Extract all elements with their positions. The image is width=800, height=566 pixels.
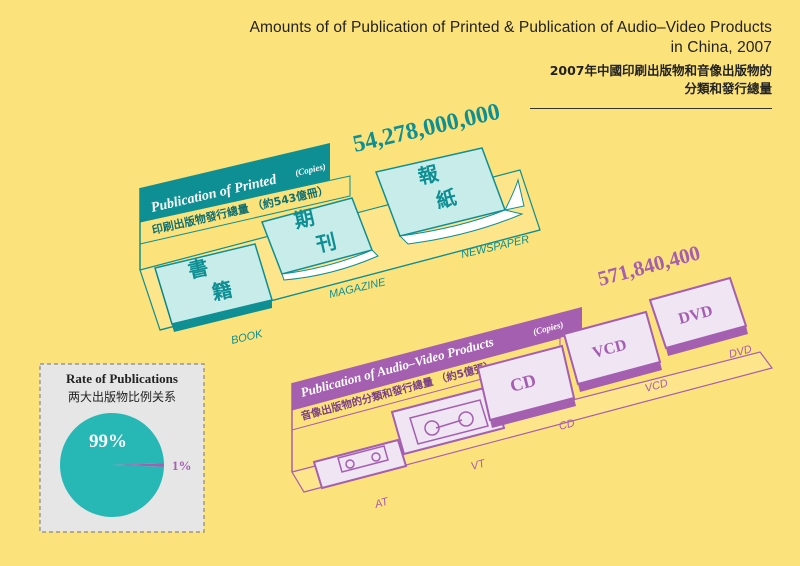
cd-label: CD xyxy=(558,417,577,433)
title-block: Amounts of of Publication of Printed & P… xyxy=(250,18,772,98)
audio-video-banner xyxy=(292,307,582,410)
magazine-icon: 期 刊 xyxy=(261,197,379,281)
printed-banner xyxy=(140,143,330,222)
title-zh-line-1: 2007年中國印刷出版物和音像出版物的 xyxy=(549,63,772,78)
cd-case-icon: CD xyxy=(476,344,576,428)
title-divider xyxy=(530,108,772,109)
title-en-line-1: Amounts of of Publication of Printed & P… xyxy=(249,19,772,36)
pie-label-printed: 99% xyxy=(89,431,127,452)
pie-chart: 99% 1% xyxy=(60,413,192,518)
pie-slice-printed xyxy=(60,413,164,518)
rate-box-title: Rate of Publications xyxy=(66,371,178,386)
title-en-line-2: in China, 2007 xyxy=(670,39,772,56)
printed-section: Publication of Printed (Copies) 印刷出版物發行總… xyxy=(139,99,541,347)
audio-video-shelf xyxy=(291,351,774,493)
cassette-icon xyxy=(312,438,408,490)
dvd-label: DVD xyxy=(728,343,754,361)
rate-box-subtitle: 两大出版物比例关系 xyxy=(68,390,176,404)
audio-video-total: 571,840,400 xyxy=(595,240,703,290)
vcd-case-icon: VCD xyxy=(562,310,662,392)
rate-box: Rate of Publications 两大出版物比例关系 99% 1% xyxy=(39,363,205,533)
audio-video-section: Publication of Audio–Video Products (Cop… xyxy=(291,240,774,512)
newspaper-icon: 報 紙 xyxy=(374,147,525,245)
pie-label-audio-video: 1% xyxy=(172,458,192,473)
book-icon: 書 籍 xyxy=(154,243,273,332)
cassette-label: AT xyxy=(373,496,391,512)
pie-slice-audio-video xyxy=(112,463,164,467)
vcd-label: VCD xyxy=(644,377,670,395)
title-zh-line-2: 分類和發行總量 xyxy=(684,81,772,96)
dvd-case-icon: DVD xyxy=(648,276,748,356)
videotape-label: VT xyxy=(470,457,488,473)
book-label: BOOK xyxy=(230,328,264,347)
videotape-icon xyxy=(390,384,506,456)
